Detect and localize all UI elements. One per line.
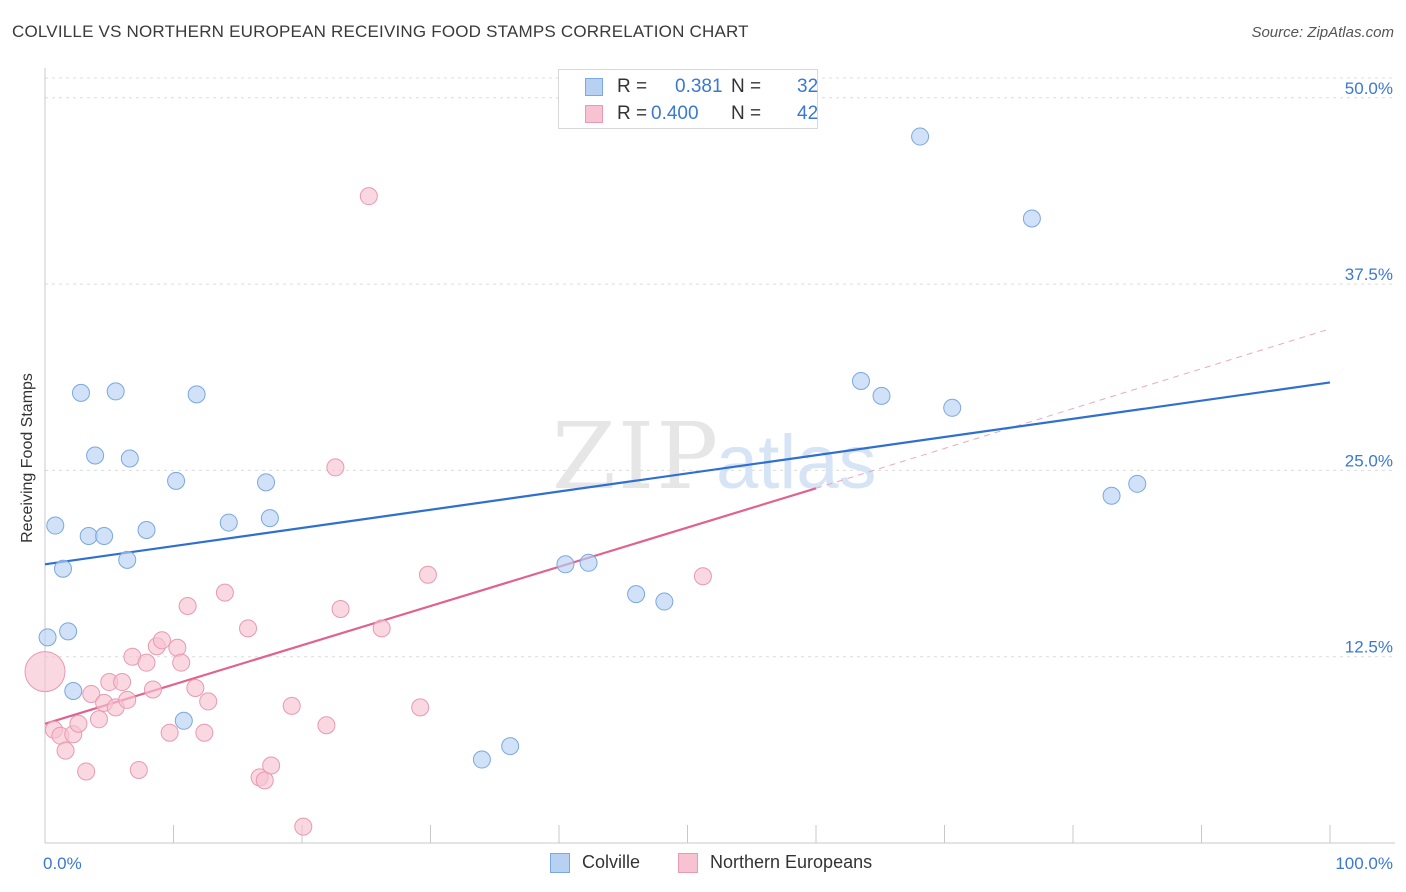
colville-point <box>1102 486 1121 505</box>
northern-point <box>113 673 132 692</box>
data-points <box>24 127 1147 836</box>
northern-point <box>137 653 156 672</box>
northern-point <box>129 760 148 779</box>
northern-point <box>168 638 187 657</box>
northern-point <box>118 690 137 709</box>
x-tick-label: 100.0% <box>1335 854 1393 873</box>
colville-point <box>120 449 139 468</box>
colville-n-value: 32 <box>797 76 819 97</box>
northern-r-value: 0.400 <box>651 103 699 124</box>
northern-point <box>160 723 179 742</box>
northern-point <box>152 631 171 650</box>
northern-point <box>326 458 345 477</box>
colville-swatch <box>585 78 603 96</box>
northern-point <box>317 716 336 735</box>
bottom-northern-swatch <box>678 853 698 873</box>
colville-point <box>71 383 90 402</box>
colville-point <box>118 550 137 569</box>
northern-point <box>172 653 191 672</box>
y-tick-label: 25.0% <box>1345 451 1393 470</box>
y-tick-label: 12.5% <box>1345 638 1393 657</box>
colville-r-label: R = <box>617 76 648 97</box>
colville-point <box>1022 209 1041 228</box>
northern-point <box>56 741 75 760</box>
watermark-atlas: atlas <box>716 420 877 505</box>
colville-point <box>106 382 125 401</box>
colville-point <box>95 526 114 545</box>
bottom-northern-label: Northern Europeans <box>710 852 873 872</box>
colville-point <box>137 521 156 540</box>
colville-point <box>501 737 520 756</box>
northern-swatch <box>585 105 603 123</box>
northern-point <box>262 756 281 775</box>
colville-point <box>655 592 674 611</box>
colville-point <box>579 553 598 572</box>
colville-point <box>872 386 891 405</box>
northern-point <box>24 651 66 693</box>
northern-n-value: 42 <box>797 103 819 124</box>
northern-r-label: R = <box>617 103 648 124</box>
colville-point <box>472 750 491 769</box>
gridlines <box>45 77 1395 658</box>
bottom-colville-label: Colville <box>582 852 641 872</box>
colville-point <box>911 127 930 146</box>
northern-point <box>186 679 205 697</box>
northern-point <box>215 583 234 602</box>
bottom-colville-swatch <box>550 853 570 873</box>
trend-lines <box>44 328 1331 725</box>
northern-point <box>359 187 378 206</box>
y-tick-label: 37.5% <box>1345 265 1393 284</box>
correlation-legend: R = 0.381 N = 32 R = 0.400 N = 42 <box>558 69 818 129</box>
northern-point <box>143 680 162 699</box>
source-label: Source: ZipAtlas.com <box>1251 24 1394 41</box>
colville-point <box>219 513 238 532</box>
colville-point <box>1128 474 1147 493</box>
colville-point <box>53 559 72 578</box>
colville-point <box>627 585 646 604</box>
tick-labels: 12.5% 25.0% 37.5% 50.0% 0.0% 100.0% <box>43 79 1393 873</box>
watermark: ZIP atlas <box>552 403 877 510</box>
y-tick-label: 50.0% <box>1345 79 1393 98</box>
northern-trend-line <box>44 487 817 725</box>
colville-trend-line <box>44 381 1331 566</box>
colville-point <box>174 711 193 730</box>
northern-point <box>239 619 258 638</box>
northern-point <box>282 696 301 715</box>
northern-n-label: N = <box>731 103 762 124</box>
northern-point <box>195 723 214 742</box>
northern-point <box>69 714 88 733</box>
colville-point <box>851 371 870 390</box>
northern-point <box>199 692 218 711</box>
northern-point <box>331 600 350 619</box>
colville-point <box>556 555 575 574</box>
colville-point <box>86 446 105 465</box>
northern-point <box>77 762 96 781</box>
northern-point <box>411 698 430 717</box>
northern-point <box>294 817 313 836</box>
northern-point <box>82 684 101 703</box>
northern-point <box>372 619 391 638</box>
northern-point <box>418 565 437 584</box>
colville-point <box>187 385 206 404</box>
colville-point <box>46 516 65 535</box>
colville-point <box>943 398 962 417</box>
colville-point <box>260 509 279 528</box>
northern-point <box>89 710 108 729</box>
colville-point <box>257 473 276 492</box>
watermark-zip: ZIP <box>552 403 720 510</box>
colville-point <box>59 622 78 641</box>
colville-point <box>64 681 83 700</box>
colville-n-label: N = <box>731 76 762 97</box>
chart-title: COLVILLE VS NORTHERN EUROPEAN RECEIVING … <box>12 22 749 41</box>
northern-point <box>693 567 712 586</box>
northern-point <box>178 597 197 616</box>
colville-point <box>167 471 186 490</box>
colville-r-value: 0.381 <box>675 76 723 97</box>
northern-trend-extension <box>815 328 1331 489</box>
x-tick-label: 0.0% <box>43 854 82 873</box>
colville-point <box>38 628 57 647</box>
northern-point <box>255 771 274 790</box>
colville-point <box>79 526 98 545</box>
